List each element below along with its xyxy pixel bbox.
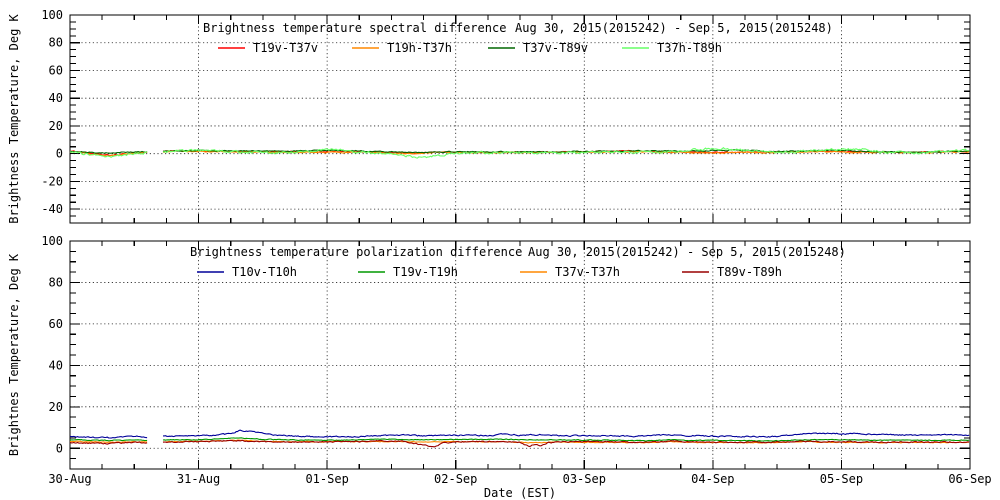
y-tick-labels: 100 80 60 40 20 0 -20 -40 xyxy=(41,8,63,216)
y-tick-label: -20 xyxy=(41,174,63,188)
polarization-difference-panel: 100 80 60 40 20 0 30-Aug 31-Aug 01-Sep 02-Sep 03-S… xyxy=(41,234,991,486)
x-tick-label: 03-Sep xyxy=(563,472,606,486)
y-tick-label: 20 xyxy=(49,119,63,133)
y-tick-label: 0 xyxy=(56,147,63,161)
y-tick-label: 20 xyxy=(49,400,63,414)
legend-label: T19h-T37h xyxy=(387,41,452,55)
y-tick-label: 100 xyxy=(41,234,63,248)
y-tick-label: 100 xyxy=(41,8,63,22)
legend-label: T19v-T19h xyxy=(393,265,458,279)
x-tick-labels: 30-Aug 31-Aug 01-Sep 02-Sep 03-Sep 04-Sep 05-S… xyxy=(48,472,991,486)
y-tick-label: 40 xyxy=(49,91,63,105)
x-tick-label: 05-Sep xyxy=(820,472,863,486)
plot-frame xyxy=(69,14,971,224)
y-tick-labels: 100 80 60 40 20 0 xyxy=(41,234,63,455)
legend-item-T19v-T19h: T19v-T19h xyxy=(358,265,458,279)
y-tick-label: -40 xyxy=(41,202,63,216)
legend-label: T10v-T10h xyxy=(232,265,297,279)
legend-item-T89v-T89h: T89v-T89h xyxy=(682,265,782,279)
legend-label: T19v-T37v xyxy=(253,41,318,55)
x-tick-label: 04-Sep xyxy=(691,472,734,486)
y-tick-label: 80 xyxy=(49,36,63,50)
y-tick-label: 60 xyxy=(49,63,63,77)
legend: T19v-T37v T19h-T37h T37v-T89v T37h-T89h xyxy=(218,41,722,55)
series-T10v-T10h xyxy=(69,429,970,439)
legend-label: T37h-T89h xyxy=(657,41,722,55)
y-tick-label: 40 xyxy=(49,358,63,372)
series-T37h-T89h xyxy=(69,146,970,159)
legend-label: T37v-T89v xyxy=(523,41,588,55)
legend-item-T37v-T37h: T37v-T37h xyxy=(520,265,620,279)
y-tick-label: 80 xyxy=(49,275,63,289)
x-axis-title: Date (EST) xyxy=(484,486,556,500)
y-tick-label: 60 xyxy=(49,317,63,331)
series-T89v-T89h xyxy=(69,439,970,448)
legend-item-T37h-T89h: T37h-T89h xyxy=(622,41,722,55)
gridlines xyxy=(70,241,970,469)
legend-item-T19v-T37v: T19v-T37v xyxy=(218,41,318,55)
legend-item-T19h-T37h: T19h-T37h xyxy=(352,41,452,55)
legend-label: T37v-T37h xyxy=(555,265,620,279)
legend-item-T37v-T89v: T37v-T89v xyxy=(488,41,588,55)
panel1-title: Brightness temperature spectral differen… xyxy=(203,21,506,35)
x-tick-label: 06-Sep xyxy=(948,472,991,486)
legend-label: T89v-T89h xyxy=(717,265,782,279)
spectral-difference-panel: 100 80 60 40 20 0 -20 -40 T19v-T37v T19h-T37h T37v… xyxy=(41,8,971,224)
axis-ticks xyxy=(70,15,970,223)
y-tick-label: 0 xyxy=(56,441,63,455)
legend-item-T10v-T10h: T10v-T10h xyxy=(197,265,297,279)
panel1-y-axis-title: Brightness Temperature, Deg K xyxy=(7,13,21,223)
x-tick-label: 01-Sep xyxy=(305,472,348,486)
x-tick-label: 02-Sep xyxy=(434,472,477,486)
x-tick-label: 30-Aug xyxy=(48,472,91,486)
panel1-date-range: Aug 30, 2015(2015242) - Sep 5, 2015(2015… xyxy=(515,21,833,35)
series-T19v-T19h xyxy=(69,437,970,442)
axis-ticks xyxy=(70,241,970,469)
gridlines xyxy=(70,15,970,223)
panel2-date-range: Aug 30, 2015(2015242) - Sep 5, 2015(2015… xyxy=(528,245,846,259)
legend: T10v-T10h T19v-T19h T37v-T37h T89v-T89h xyxy=(197,265,782,279)
panel2-y-axis-title: Brightnes Temperature, Deg K xyxy=(7,253,21,456)
x-tick-label: 31-Aug xyxy=(177,472,220,486)
panel2-title: Brightness temperature polarization diff… xyxy=(190,245,522,259)
